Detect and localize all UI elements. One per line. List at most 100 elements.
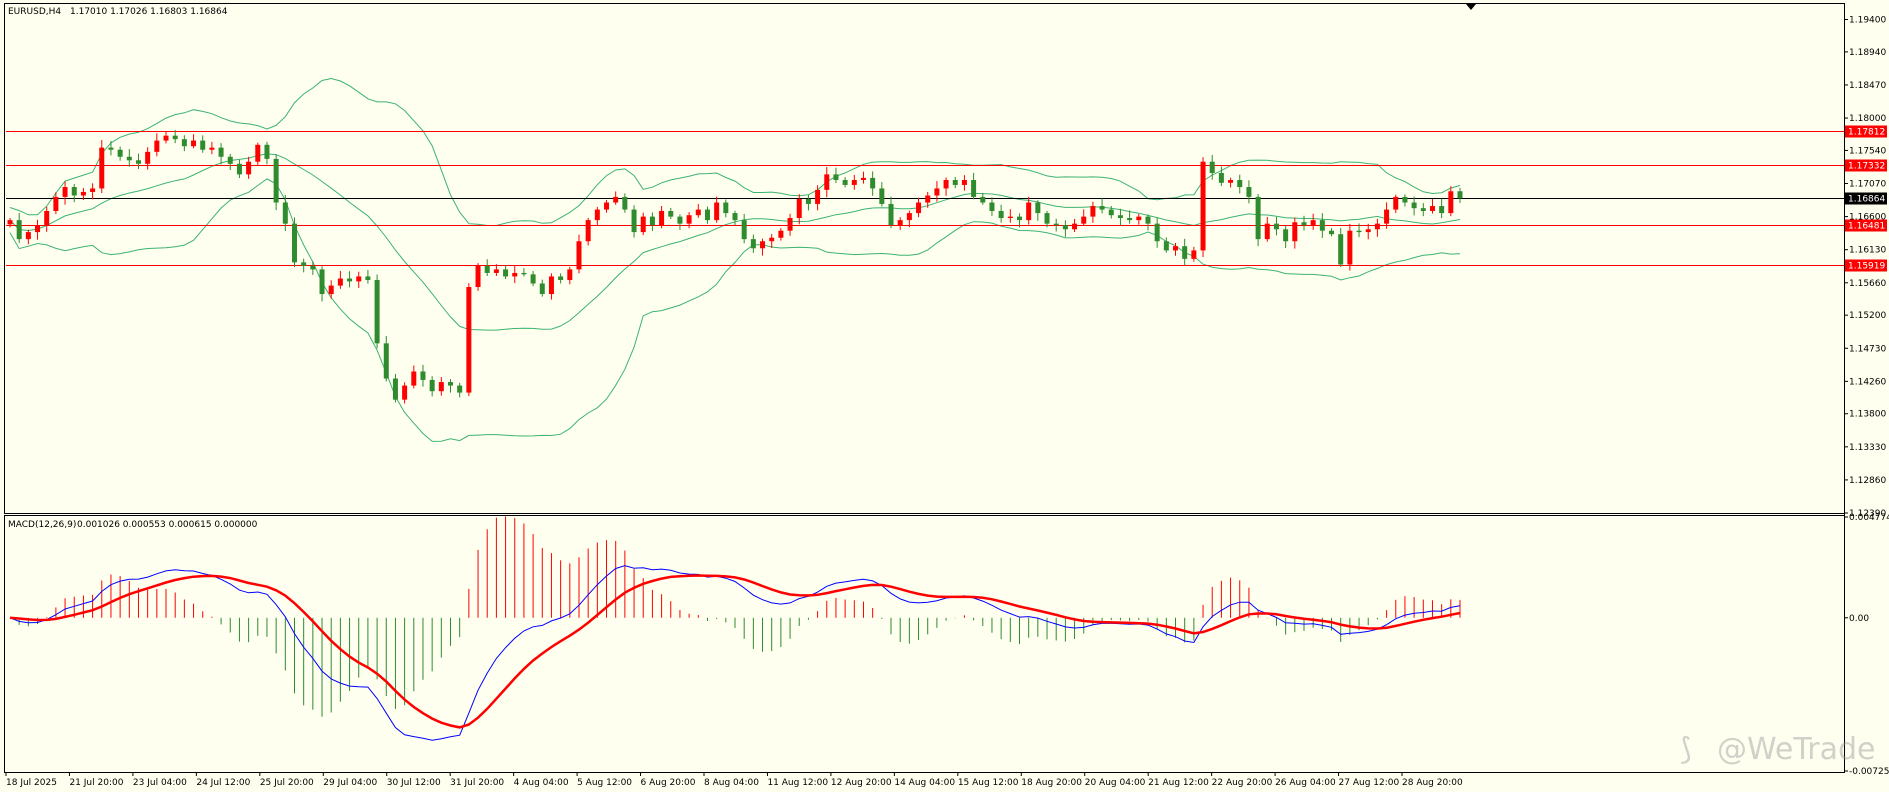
candle-body: [897, 220, 903, 226]
candle-body: [558, 276, 564, 280]
price-tick-label: 1.12860: [1849, 476, 1886, 486]
candle-body: [631, 209, 637, 233]
candle-body: [934, 188, 940, 196]
candle-body: [704, 209, 710, 221]
candle-body: [62, 187, 68, 197]
time-axis: 18 Jul 2025 21 Jul 20:00 23 Jul 04:00 24 Ju…: [5, 772, 1463, 788]
candle-body: [613, 196, 619, 203]
candle-body: [145, 151, 151, 164]
candle-body: [622, 196, 628, 210]
level-tag-label: 1.16864: [1848, 195, 1885, 205]
time-tick-label: 8 Aug 04:00: [704, 778, 759, 788]
candle-body: [1026, 202, 1032, 221]
level-tag-label: 1.15919: [1848, 262, 1885, 272]
candle-body: [1402, 196, 1408, 203]
candle-body: [457, 385, 463, 393]
level-tag-label: 1.16481: [1848, 222, 1885, 232]
candle-body: [659, 210, 665, 226]
candle-body: [135, 160, 141, 164]
time-tick-label: 4 Aug 04:00: [514, 778, 569, 788]
candle-body: [695, 209, 701, 216]
time-tick-label: 5 Aug 12:00: [577, 778, 632, 788]
candle-body: [16, 220, 22, 240]
candle-body: [438, 382, 444, 392]
macd-lines: [9, 565, 1461, 741]
candle-body: [805, 199, 811, 204]
candle-body: [7, 220, 13, 225]
bollinger-line: [9, 178, 1461, 442]
time-tick-label: 26 Aug 04:00: [1275, 778, 1336, 788]
candle-body: [1035, 202, 1041, 214]
candle-body: [80, 191, 86, 196]
candle-body: [925, 195, 931, 203]
candle-body: [548, 276, 554, 295]
candle-body: [310, 265, 316, 270]
candle-body: [200, 140, 206, 150]
candle-body: [1182, 246, 1188, 259]
candle-body: [466, 287, 472, 393]
time-tick-label: 30 Jul 12:00: [387, 778, 441, 788]
candle-body: [172, 135, 178, 140]
candle-body: [686, 215, 692, 224]
candle-body: [604, 202, 610, 210]
candle-body: [879, 188, 885, 204]
main-chart-frame: [4, 3, 1845, 514]
bollinger-line: [9, 77, 1461, 226]
candle-body: [1347, 230, 1353, 265]
candle-body: [1338, 234, 1344, 265]
candle-body: [356, 276, 362, 282]
candle-body: [1420, 208, 1426, 211]
price-tick-label: 1.17070: [1849, 180, 1886, 190]
horizontal-levels[interactable]: 1.17812 1.17332 1.16864 1.16481 1.15919: [6, 125, 1887, 272]
candle-body: [1273, 223, 1279, 230]
level-tag-label: 1.17332: [1848, 162, 1885, 172]
price-tick-label: 1.14260: [1849, 377, 1886, 387]
candle-body: [1154, 223, 1160, 242]
time-tick-label: 25 Jul 20:00: [260, 778, 314, 788]
candle-body: [971, 180, 977, 197]
time-tick-label: 15 Aug 12:00: [958, 778, 1019, 788]
chart-shift-marker-icon[interactable]: [1466, 4, 1476, 10]
candle-body: [1393, 196, 1399, 210]
price-tick-label: 1.18000: [1849, 114, 1886, 124]
time-tick-label: 23 Jul 04:00: [133, 778, 187, 788]
macd-tick-label: 0.00: [1849, 614, 1869, 624]
candle-body: [640, 216, 646, 233]
candle-body: [1228, 180, 1234, 183]
time-tick-label: 31 Jul 20:00: [450, 778, 504, 788]
candle-body: [53, 196, 59, 211]
candle-body: [291, 223, 297, 263]
candle-body: [484, 265, 490, 273]
candle-body: [126, 156, 132, 161]
time-tick-label: 21 Aug 12:00: [1148, 778, 1209, 788]
price-tick-label: 1.19400: [1849, 15, 1886, 25]
candle-body: [1255, 196, 1261, 240]
macd-axis: 0.004774 0.00 -0.007257: [1844, 513, 1889, 777]
level-tag: [1845, 192, 1887, 205]
candle-body: [1117, 215, 1123, 219]
candle-body: [1429, 206, 1435, 211]
price-tick-label: 1.14730: [1849, 344, 1886, 354]
level-tag: [1845, 125, 1887, 138]
candlesticks: [7, 129, 1463, 404]
candle-body: [567, 269, 573, 280]
candle-body: [796, 199, 802, 219]
candle-body: [1081, 216, 1087, 224]
candle-body: [521, 272, 527, 275]
candle-body: [594, 209, 600, 221]
candle-body: [503, 269, 509, 277]
candle-body: [1329, 230, 1335, 235]
time-tick-label: 12 Aug 20:00: [831, 778, 892, 788]
watermark: ⟆ @WeTrade: [1680, 732, 1876, 767]
candle-body: [1411, 202, 1417, 209]
candle-body: [392, 378, 398, 400]
time-tick-label: 28 Aug 20:00: [1402, 778, 1463, 788]
candle-body: [714, 202, 720, 221]
candle-body: [1062, 225, 1068, 230]
candle-body: [255, 144, 261, 162]
candle-body: [1191, 250, 1197, 259]
candle-body: [236, 163, 242, 175]
symbol-label: EURUSD,H4: [8, 7, 61, 17]
level-tag: [1845, 159, 1887, 172]
